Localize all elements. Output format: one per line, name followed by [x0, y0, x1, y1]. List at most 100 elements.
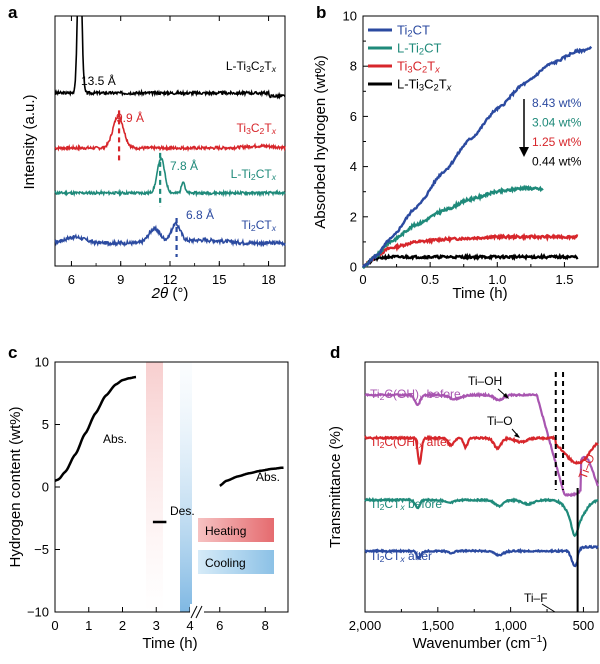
panel-c-y-tick-label: −10: [27, 605, 49, 620]
panel-c-y-tick-label: 10: [35, 355, 49, 370]
panel-a-lines: [54, 16, 286, 257]
panel-a-x-tick-label: 15: [212, 272, 226, 287]
panel-c-series-segment: [54, 375, 137, 482]
panel-a-letter: a: [8, 3, 18, 22]
panel-b-plot: 0 0.5 1.0 1.5 0 2 4 6 8 10 Ti2CT L-Ti2CT Ti3C2Tx L-T…: [343, 9, 599, 287]
panel-c-x-axis-label: Time (h): [142, 635, 197, 652]
panel-b-legend-label: Ti2CT: [397, 23, 430, 39]
panel-d-annotation-ti-o: Ti–O: [487, 414, 513, 428]
panel-a-series-line: [54, 220, 286, 248]
panel-b-legend-label: L-Ti3C2Tx: [397, 77, 452, 93]
panel-d-annotation-ti-f: Ti–F: [524, 591, 548, 605]
panel-c-series-segment: [219, 466, 284, 487]
panel-a-y-axis-label: Intensity (a.u.): [21, 94, 38, 189]
panel-c-axis-break-mark: [190, 605, 198, 619]
panel-c-x-tick-label: 8: [262, 618, 269, 633]
panel-c-x-tick-label: 6: [216, 618, 223, 633]
panel-c-x-tick-label: 3: [153, 618, 160, 633]
panel-c-y-axis-label: Hydrogen content (wt%): [7, 407, 24, 568]
panel-d-series-label: Ti2CTx before: [370, 497, 442, 512]
panel-a-x-axis-label: 2θ (°): [151, 285, 189, 302]
panel-c-annotation-des: Des.: [170, 504, 195, 518]
panel-b-x-tick-label: 0.5: [421, 272, 439, 287]
panel-d-annotation-arrowhead: [514, 433, 520, 438]
panel-a-series-label: Ti2CTx: [241, 218, 276, 233]
panel-d-annotation-arrow: [541, 603, 556, 613]
panel-c-ticks: 0 1 2 3 4 6 8 10 5 0 −5 −10: [27, 355, 269, 634]
panel-d-series-line: [364, 496, 599, 538]
panel-c-y-tick-label: −5: [34, 542, 49, 557]
panel-b-final-value-label: 3.04 wt%: [532, 116, 582, 130]
panel-c-x-tick-label: 1: [85, 618, 92, 633]
panel-b-legend-label: L-Ti2CT: [397, 41, 441, 57]
panel-d-frame: [364, 361, 599, 613]
panel-b-final-value-label: 0.44 wt%: [532, 155, 582, 169]
panel-a-series-line: [54, 114, 286, 153]
panel-c-x-tick-label: 4: [186, 618, 193, 633]
panel-c-lines: [54, 375, 284, 524]
panel-b-series-line: [362, 184, 544, 270]
panel-c-axis-break-mark: [195, 605, 203, 619]
panel-b-trend-arrow-head: [519, 147, 529, 157]
panel-c-legend-cooling-label: Cooling: [205, 556, 246, 570]
panel-a-x-tick-label: 6: [68, 272, 75, 287]
panel-a-peak-label: 9.9 Å: [116, 110, 144, 125]
panel-d-series-label: Ti2C(OH)x after: [370, 435, 451, 450]
panel-b-letter: b: [316, 3, 326, 22]
panel-b-series-line: [361, 45, 593, 268]
panel-d-y-axis-label: Transmittance (%): [327, 426, 344, 548]
panel-c-y-tick-label: 0: [42, 480, 49, 495]
panel-b-lines: [361, 45, 593, 270]
panel-d-letter: d: [330, 343, 340, 362]
panel-a-peak-label: 13.5 Å: [81, 73, 116, 88]
panel-d-labels: Ti2C(OH)x before Ti2C(OH)x after Ti2CTx be…: [370, 374, 598, 613]
panel-c-legend-cooling-swatch: [198, 550, 274, 574]
panel-d-ticks: 2,000 1,500 1,000 500: [349, 607, 595, 633]
panel-d-series-line: [364, 544, 599, 568]
panel-d-x-tick-label: 1,500: [422, 618, 455, 633]
panel-a-series-line: [54, 156, 286, 198]
panel-a-peak-label: 6.8 Å: [186, 207, 214, 222]
panel-c-y-tick-label: 5: [42, 417, 49, 432]
panel-b-y-tick-label: 6: [350, 109, 357, 124]
panel-b-y-tick-label: 2: [350, 209, 357, 224]
panel-d-series-line: [364, 391, 599, 497]
panel-b-y-tick-label: 4: [350, 159, 357, 174]
panel-a-peak-label: 7.8 Å: [170, 158, 198, 173]
panel-c-legend-heating-swatch: [198, 518, 274, 542]
panel-c-x-tick-label: 0: [51, 618, 58, 633]
panel-d-x-tick-label: 500: [573, 618, 595, 633]
panel-a-x-tick-label: 12: [163, 272, 177, 287]
panel-b-final-values: 8.43 wt% 3.04 wt% 1.25 wt% 0.44 wt%: [519, 96, 582, 169]
panel-b-y-tick-label: 10: [343, 9, 357, 24]
panel-d-x-axis-label: Wavenumber (cm−1): [413, 633, 548, 652]
panel-d-plot: 2,000 1,500 1,000 500 Ti2C(OH)x beforeTi2C(…: [349, 361, 599, 633]
panel-d-lines: [364, 372, 599, 612]
panel-b-x-tick-label: 1.5: [555, 272, 573, 287]
panel-b-x-axis-label: Time (h): [452, 285, 507, 302]
panel-c-axis-break-gap: [190, 604, 204, 618]
panel-a-x-tick-label: 18: [261, 272, 275, 287]
panel-b-series-line: [362, 252, 579, 269]
panel-d-x-tick-label: 1,000: [494, 618, 527, 633]
panel-b-legend-label: Ti3C2Tx: [397, 59, 440, 75]
panel-a-series-label: Ti3C2Tx: [237, 121, 277, 136]
panel-c-bg-heating: [146, 362, 163, 612]
panel-b-y-tick-label: 0: [350, 260, 357, 275]
panel-d-annotation-arrowhead: [503, 393, 509, 399]
panel-d-series-label: Ti2C(OH)x before: [370, 387, 461, 402]
panel-d-annotation-ti-oh: Ti–OH: [468, 374, 502, 388]
panel-c-letter: c: [8, 343, 17, 362]
panel-a-series-label: L-Ti3C2Tx: [226, 59, 277, 74]
panel-b-final-value-label: 8.43 wt%: [532, 96, 582, 110]
panel-a-labels: L-Ti3C2Tx 13.5 Å Ti3C2Tx 9.9 Å L-Ti2CTx 7.8 Å…: [81, 59, 277, 233]
panel-b-x-tick-label: 1.0: [488, 272, 506, 287]
panel-b-series-line: [362, 232, 579, 268]
panel-c-annotation-abs-2: Abs.: [256, 470, 280, 484]
panel-b-final-value-label: 1.25 wt%: [532, 135, 582, 149]
panel-c-annotation-abs-1: Abs.: [103, 432, 127, 446]
panel-c-x-tick-label: 2: [119, 618, 126, 633]
panel-b-legend: Ti2CT L-Ti2CT Ti3C2Tx L-Ti3C2Tx: [368, 23, 452, 93]
